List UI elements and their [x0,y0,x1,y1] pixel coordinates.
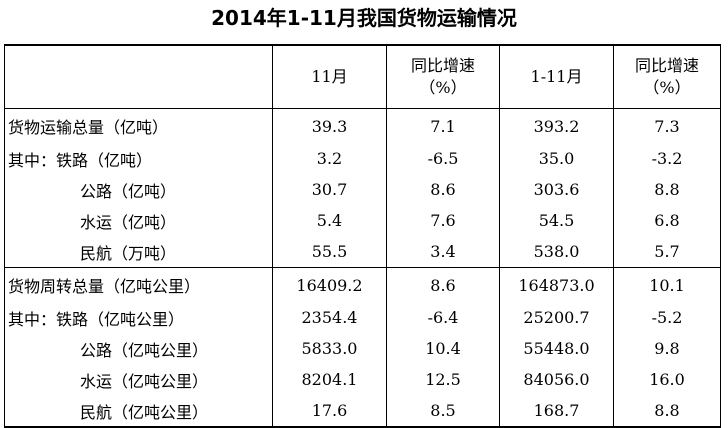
row-label: 民航（亿吨公里） [4,395,273,428]
row-label: 货物运输总量（亿吨） [4,108,273,143]
cell-november-growth: -6.5 [386,143,500,174]
table-row: 其中：铁路（亿吨） 3.2 -6.5 35.0 -3.2 [4,143,721,174]
cell-november-growth: 8.6 [386,267,500,302]
table-row: 货物运输总量（亿吨） 39.3 7.1 393.2 7.3 [4,108,721,143]
table-title: 2014年1-11月我国货物运输情况 [211,6,517,30]
cell-november-growth: 8.6 [386,174,500,205]
cell-ytd: 55448.0 [499,333,614,364]
cell-november: 16409.2 [272,267,387,302]
table-row: 民航（亿吨公里） 17.6 8.5 168.7 8.8 [4,395,721,428]
cell-ytd: 35.0 [499,143,614,174]
cell-ytd: 303.6 [499,174,614,205]
row-label: 民航（万吨） [4,236,273,268]
cell-ytd-growth: -5.2 [613,302,721,333]
header-ytd-growth-line2: （%） [643,78,691,97]
cell-ytd-growth: 6.8 [613,205,721,236]
row-label: 公路（亿吨） [4,174,273,205]
table-row: 水运（亿吨） 5.4 7.6 54.5 6.8 [4,205,721,236]
cell-november: 39.3 [272,108,387,143]
cell-ytd: 538.0 [499,236,614,268]
cell-ytd-growth: -3.2 [613,143,721,174]
cell-november-growth: 7.1 [386,108,500,143]
cell-ytd-growth: 9.8 [613,333,721,364]
cell-november-growth: 10.4 [386,333,500,364]
table-row: 水运（亿吨公里） 8204.1 12.5 84056.0 16.0 [4,364,721,395]
row-label: 其中：铁路（亿吨） [4,143,273,174]
cell-ytd: 84056.0 [499,364,614,395]
row-label: 公路（亿吨公里） [4,333,273,364]
cell-ytd-growth: 10.1 [613,267,721,302]
cell-ytd: 168.7 [499,395,614,428]
cell-ytd: 54.5 [499,205,614,236]
table-row: 公路（亿吨公里） 5833.0 10.4 55448.0 9.8 [4,333,721,364]
cell-november: 5833.0 [272,333,387,364]
header-november-growth-line1: 同比增速 [410,56,475,75]
cell-november-growth: 7.6 [386,205,500,236]
table-row: 民航（万吨） 55.5 3.4 538.0 5.7 [4,236,721,268]
header-november-growth-line2: （%） [419,78,467,97]
table-row: 其中：铁路（亿吨公里） 2354.4 -6.4 25200.7 -5.2 [4,302,721,333]
table-row: 货物周转总量（亿吨公里） 16409.2 8.6 164873.0 10.1 [4,267,721,302]
header-november: 11月 [272,44,387,109]
header-ytd: 1-11月 [499,44,614,109]
cell-november: 8204.1 [272,364,387,395]
cell-november: 2354.4 [272,302,387,333]
table-row: 公路（亿吨） 30.7 8.6 303.6 8.8 [4,174,721,205]
cell-november: 55.5 [272,236,387,268]
cell-ytd-growth: 5.7 [613,236,721,268]
header-ytd-growth: 同比增速 （%） [613,44,721,109]
header-empty-cell [4,44,273,109]
cell-november: 3.2 [272,143,387,174]
row-label: 水运（亿吨） [4,205,273,236]
cell-ytd: 25200.7 [499,302,614,333]
cell-ytd: 164873.0 [499,267,614,302]
cell-november-growth: 12.5 [386,364,500,395]
row-label: 其中：铁路（亿吨公里） [4,302,273,333]
cell-november: 5.4 [272,205,387,236]
freight-table: 11月 同比增速 （%） 1-11月 同比增速 （%） 货物运输总量（亿吨） 3… [4,44,721,428]
cell-ytd-growth: 8.8 [613,395,721,428]
cell-ytd: 393.2 [499,108,614,143]
cell-ytd-growth: 7.3 [613,108,721,143]
cell-ytd-growth: 8.8 [613,174,721,205]
row-label: 水运（亿吨公里） [4,364,273,395]
cell-november-growth: -6.4 [386,302,500,333]
header-ytd-growth-line1: 同比增速 [634,56,699,75]
cell-november-growth: 3.4 [386,236,500,268]
cell-november-growth: 8.5 [386,395,500,428]
row-label: 货物周转总量（亿吨公里） [4,267,273,302]
cell-ytd-growth: 16.0 [613,364,721,395]
header-november-growth: 同比增速 （%） [386,44,500,109]
cell-november: 17.6 [272,395,387,428]
cell-november: 30.7 [272,174,387,205]
header-row: 11月 同比增速 （%） 1-11月 同比增速 （%） [4,44,721,109]
